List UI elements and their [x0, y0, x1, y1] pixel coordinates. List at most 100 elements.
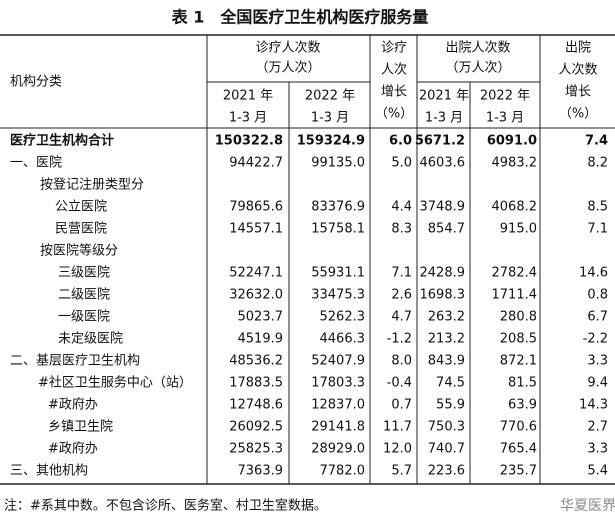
cell: 4519.9 [238, 332, 284, 347]
cell: 872.1 [500, 354, 537, 369]
cell: 4068.2 [492, 200, 538, 215]
row-label: 医疗卫生机构合计 [10, 133, 114, 149]
cell: 9.4 [587, 376, 608, 391]
cell: 2.7 [587, 420, 608, 435]
rules [0, 34, 615, 485]
col-header: 人次数 [558, 62, 597, 78]
cell: 2782.4 [492, 266, 538, 281]
cell: 99135.0 [311, 156, 365, 171]
cell: 12.0 [383, 442, 412, 457]
cell: 4466.3 [320, 332, 366, 347]
cell: 280.8 [500, 310, 537, 325]
cell: 150322.8 [215, 134, 283, 149]
period-header: 1-3 月 [229, 111, 267, 126]
cell: 7.1 [391, 266, 412, 281]
cell: 159324.9 [297, 134, 365, 149]
cell: 7.1 [587, 222, 608, 237]
cell: 17883.5 [229, 376, 283, 391]
cell: 32632.0 [229, 288, 283, 303]
row-label: 一、医院 [10, 156, 62, 171]
row-label: 乡镇卫生院 [48, 420, 113, 435]
row-label: #社区卫生服务中心（站） [38, 375, 192, 391]
row-label: 二级医院 [58, 288, 110, 303]
cell: 5023.7 [238, 310, 284, 325]
row-label: #政府办 [48, 442, 98, 457]
col-header: 出院 [565, 41, 591, 56]
cell: 14557.1 [229, 222, 283, 237]
period-header: 2022 年 [480, 89, 530, 104]
watermark: 华夏医界 [560, 498, 615, 514]
col-unit: （万人次） [445, 60, 510, 76]
cell: 750.3 [428, 420, 465, 435]
cell: 83376.9 [311, 200, 365, 215]
col-header: 增长 [565, 85, 591, 100]
cell: 4.4 [391, 200, 412, 215]
cell: 26092.5 [229, 420, 283, 435]
cell: 2.6 [391, 288, 412, 303]
row-label: 公立医院 [55, 200, 107, 215]
title: 表 1 全国医疗卫生机构医疗服务量 [171, 8, 429, 27]
row-label: 未定级医院 [58, 332, 123, 347]
cell: 55931.1 [311, 266, 365, 281]
cell: 14.6 [579, 266, 608, 281]
note: 注：#系其中数。不包含诊所、医务室、村卫生室数据。 [4, 498, 327, 514]
cell: 4983.2 [492, 156, 538, 171]
cell: 8.2 [587, 156, 608, 171]
row-label: 一级医院 [58, 310, 110, 325]
col-header: 增长 [381, 85, 407, 100]
cell: 765.4 [500, 442, 537, 457]
row-header: 机构分类 [10, 75, 62, 90]
period-header: 1-3 月 [311, 111, 349, 126]
row-label: 三、其他机构 [10, 464, 88, 479]
cell: 48536.2 [229, 354, 283, 369]
cell: 3.3 [587, 354, 608, 369]
cell: 6.7 [587, 310, 608, 325]
cell: 74.5 [436, 376, 465, 391]
cell: 223.6 [428, 464, 465, 479]
cell: 1711.4 [492, 288, 538, 303]
cell: 0.7 [391, 398, 412, 413]
cell: 208.5 [500, 332, 537, 347]
row-label: 民营医院 [55, 222, 107, 237]
cell: 843.9 [428, 354, 465, 369]
cell: 15758.1 [311, 222, 365, 237]
cell: 4.7 [391, 310, 412, 325]
period-header: 2021 年 [223, 89, 273, 104]
cell: 79865.6 [229, 200, 283, 215]
period-header: 2021 年 [419, 89, 469, 104]
cell: 17803.3 [311, 376, 365, 391]
col-header: 诊疗 [381, 41, 407, 56]
cell: 5671.2 [415, 134, 465, 149]
cell: 14.3 [579, 398, 608, 413]
cell: 740.7 [428, 442, 465, 457]
cell: -2.2 [583, 332, 608, 347]
cell: 63.9 [508, 398, 537, 413]
cell: 25825.3 [229, 442, 283, 457]
col-header: 诊疗人次数 [255, 40, 320, 56]
cell: 94422.7 [229, 156, 283, 171]
cell: 3.3 [587, 442, 608, 457]
cell: 5.7 [391, 464, 412, 479]
cell: 1698.3 [420, 288, 466, 303]
cell: 0.8 [587, 288, 608, 303]
cell: 55.9 [436, 398, 465, 413]
cell: 770.6 [500, 420, 537, 435]
cell: 12837.0 [311, 398, 365, 413]
cell: -1.2 [387, 332, 412, 347]
row-label: 按登记注册类型分 [40, 178, 144, 193]
cell: 8.3 [391, 222, 412, 237]
cell: 3748.9 [420, 200, 466, 215]
cell: 235.7 [500, 464, 537, 479]
row-label: 三级医院 [58, 266, 110, 281]
cell: 2428.9 [420, 266, 466, 281]
cell: 6.0 [389, 134, 412, 149]
cell: 29141.8 [311, 420, 365, 435]
col-header: （%） [375, 107, 413, 122]
cell: 854.7 [428, 222, 465, 237]
col-header: 出院人次数 [445, 40, 510, 56]
period-header: 1-3 月 [425, 111, 463, 126]
col-header: 人次 [381, 62, 407, 78]
cell: 6091.0 [487, 134, 537, 149]
row-label: 按医院等级分 [40, 243, 118, 259]
